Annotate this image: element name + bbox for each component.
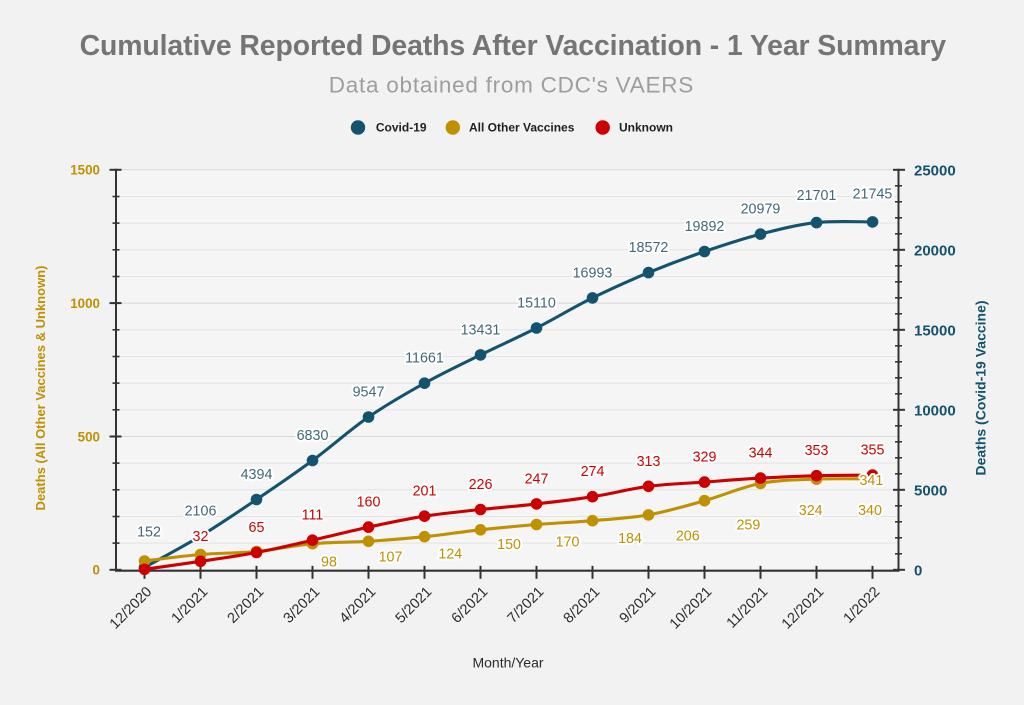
- svg-text:274: 274: [581, 464, 605, 480]
- svg-text:5000: 5000: [914, 482, 947, 499]
- svg-text:21745: 21745: [853, 187, 893, 203]
- svg-text:150: 150: [497, 537, 521, 553]
- svg-text:500: 500: [78, 429, 100, 444]
- svg-text:259: 259: [736, 517, 760, 533]
- svg-text:344: 344: [749, 446, 773, 462]
- svg-text:19892: 19892: [685, 219, 725, 235]
- svg-text:13431: 13431: [461, 322, 501, 338]
- svg-text:Deaths (Covid-19 Vaccine): Deaths (Covid-19 Vaccine): [973, 300, 989, 475]
- svg-text:15110: 15110: [517, 296, 556, 312]
- svg-text:32: 32: [193, 529, 209, 545]
- svg-text:20979: 20979: [741, 202, 781, 218]
- svg-text:170: 170: [556, 535, 580, 551]
- svg-text:107: 107: [379, 549, 403, 565]
- svg-text:20000: 20000: [914, 242, 956, 259]
- svg-text:1000: 1000: [70, 296, 100, 311]
- svg-text:152: 152: [137, 525, 161, 541]
- svg-text:18572: 18572: [629, 240, 669, 256]
- svg-text:160: 160: [357, 495, 381, 511]
- svg-text:324: 324: [799, 503, 823, 519]
- svg-text:Deaths (All Other Vaccines & U: Deaths (All Other Vaccines & Unknown): [33, 266, 48, 511]
- svg-text:9547: 9547: [353, 385, 385, 401]
- svg-text:2106: 2106: [185, 504, 217, 520]
- svg-text:329: 329: [693, 450, 717, 466]
- svg-text:16993: 16993: [573, 265, 613, 281]
- svg-text:124: 124: [438, 546, 462, 562]
- svg-text:21701: 21701: [797, 188, 837, 204]
- svg-text:226: 226: [469, 477, 493, 493]
- svg-text:313: 313: [637, 454, 661, 470]
- svg-text:340: 340: [858, 503, 882, 519]
- svg-text:201: 201: [413, 484, 437, 500]
- svg-text:Month/Year: Month/Year: [472, 655, 543, 671]
- svg-text:65: 65: [249, 520, 265, 536]
- svg-text:4394: 4394: [241, 467, 273, 483]
- svg-text:1500: 1500: [70, 163, 100, 178]
- svg-text:25000: 25000: [914, 162, 956, 179]
- svg-text:0: 0: [93, 563, 100, 578]
- svg-text:184: 184: [618, 531, 642, 547]
- svg-text:0: 0: [914, 562, 922, 579]
- svg-text:355: 355: [861, 443, 885, 459]
- svg-text:247: 247: [525, 471, 549, 487]
- svg-text:206: 206: [676, 529, 700, 545]
- svg-text:15000: 15000: [914, 322, 956, 339]
- svg-text:6830: 6830: [297, 428, 329, 444]
- svg-text:All Other Vaccines: All Other Vaccines: [469, 120, 575, 134]
- svg-text:Cumulative Reported Deaths Aft: Cumulative Reported Deaths After Vaccina…: [80, 30, 947, 62]
- svg-text:98: 98: [321, 554, 337, 570]
- svg-text:353: 353: [805, 443, 829, 459]
- svg-text:11661: 11661: [405, 351, 444, 367]
- svg-text:Data obtained from CDC's VAERS: Data obtained from CDC's VAERS: [329, 73, 694, 98]
- svg-text:Covid-19: Covid-19: [376, 120, 427, 134]
- svg-text:Unknown: Unknown: [619, 120, 673, 134]
- svg-text:341: 341: [859, 473, 883, 489]
- svg-text:10000: 10000: [914, 402, 956, 419]
- svg-text:111: 111: [302, 508, 324, 524]
